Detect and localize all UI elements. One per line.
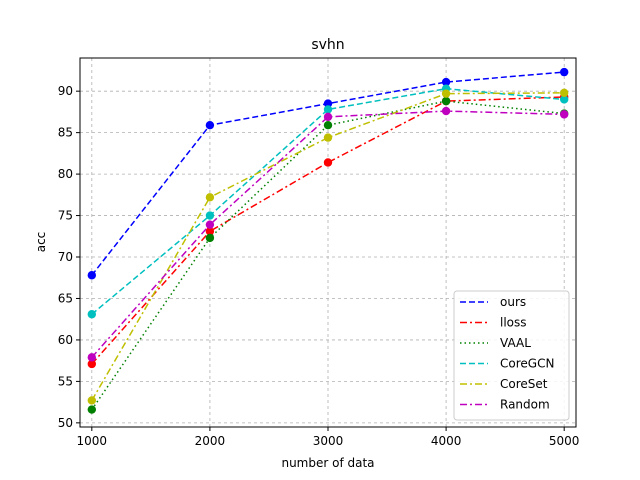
data-point-random [87, 353, 97, 362]
series-ours [87, 67, 569, 280]
data-point-coreset [441, 89, 451, 98]
data-point-coregcn [559, 95, 569, 104]
legend-label-random: Random [500, 398, 550, 412]
x-tick-label: 1000 [77, 434, 108, 448]
series-random [87, 106, 569, 362]
y-tick-label: 70 [58, 250, 73, 264]
legend-entry-coreset: CoreSet [460, 377, 548, 391]
x-tick-label: 5000 [549, 434, 580, 448]
data-point-coreset [323, 133, 333, 142]
legend-entry-vaal: VAAL [460, 336, 531, 350]
legend-entry-lloss: lloss [460, 316, 527, 330]
y-tick-label: 75 [58, 209, 73, 223]
y-tick-label: 55 [58, 374, 73, 388]
y-tick-label: 65 [58, 291, 73, 305]
data-point-coregcn [205, 211, 215, 220]
legend-entry-random: Random [460, 398, 550, 412]
data-point-lloss [205, 227, 215, 236]
y-tick-label: 90 [58, 84, 73, 98]
data-point-ours [441, 77, 451, 87]
x-tick-label: 2000 [195, 434, 226, 448]
data-point-random [441, 106, 451, 116]
data-point-coreset [205, 193, 215, 202]
series-line-random [91, 110, 565, 358]
data-point-coregcn [87, 310, 97, 319]
data-point-random [323, 112, 333, 122]
y-tick-label: 85 [58, 126, 73, 140]
series-coreset [87, 88, 569, 405]
data-point-coregcn [323, 105, 333, 114]
legend-box [453, 290, 570, 421]
x-axis-label: number of data [281, 456, 374, 470]
series-line-coregcn [91, 87, 565, 315]
data-point-lloss [87, 359, 97, 369]
series-line-vaal [91, 100, 565, 411]
data-point-lloss [323, 158, 333, 167]
data-point-random [559, 110, 569, 119]
legend-label-coregcn: CoreGCN [500, 357, 554, 371]
data-point-vaal [205, 233, 215, 243]
legend-label-ours: ours [500, 295, 526, 309]
series-line-coreset [91, 92, 565, 401]
data-point-vaal [323, 120, 333, 130]
series-layer [87, 67, 569, 414]
y-axis-label: acc [34, 232, 48, 253]
chart-title: svhn [311, 37, 344, 53]
y-tick-label: 50 [58, 416, 73, 430]
ticks: 1000 2000 3000 4000 5000 50 55 60 65 70 75 80 85 90 [58, 84, 580, 448]
data-point-coreset [87, 396, 97, 405]
data-point-ours [323, 99, 333, 108]
x-tick-label: 4000 [431, 434, 462, 448]
series-coregcn [87, 84, 569, 319]
data-point-vaal [87, 405, 97, 414]
x-tick-label: 3000 [313, 434, 344, 448]
legend-entry-coregcn: CoreGCN [460, 357, 554, 371]
legend-label-coreset: CoreSet [500, 377, 548, 391]
y-tick-label: 60 [58, 333, 73, 347]
data-point-ours [559, 67, 569, 77]
data-point-random [205, 220, 215, 229]
legend-entry-ours: ours [460, 295, 526, 309]
data-point-vaal [441, 96, 451, 106]
data-point-ours [87, 271, 97, 280]
legend-label-lloss: lloss [500, 316, 527, 330]
legend-label-vaal: VAAL [500, 336, 531, 350]
legend: ours lloss VAAL CoreGCN CoreSet Random [453, 290, 570, 421]
data-point-coreset [559, 88, 569, 98]
series-line-lloss [91, 96, 565, 365]
y-tick-label: 80 [58, 167, 73, 181]
data-point-ours [205, 120, 215, 130]
